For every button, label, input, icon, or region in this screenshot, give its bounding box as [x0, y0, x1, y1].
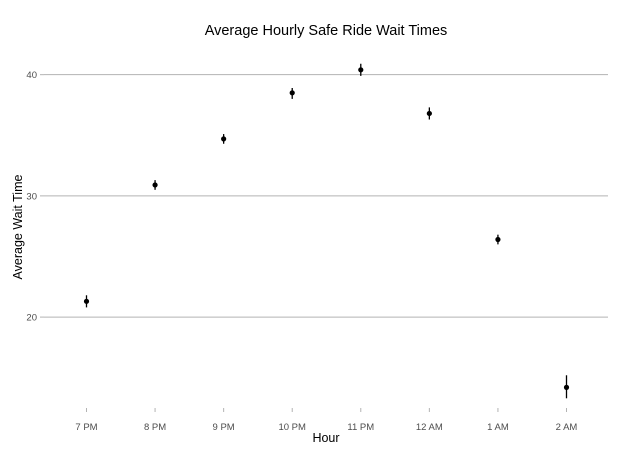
y-axis-ticks: 20 30 40 — [26, 70, 44, 324]
y-tick-label: 20 — [26, 313, 37, 324]
data-point — [563, 384, 570, 390]
x-axis-label: Hour — [312, 431, 339, 445]
data-point — [426, 110, 432, 117]
x-tick-label: 12 AM — [416, 422, 443, 433]
x-tick-label: 11 PM — [347, 422, 374, 433]
x-axis-ticks: 7 PM 8 PM 9 PM 10 PM 11 PM 12 AM 1 AM 2 AM — [75, 408, 577, 433]
x-tick-label: 2 AM — [556, 422, 578, 433]
gridlines — [44, 74, 608, 318]
x-tick-label: 1 AM — [487, 422, 509, 433]
data-point — [358, 67, 364, 73]
data-series — [83, 63, 570, 399]
x-tick-label: 8 PM — [144, 422, 166, 433]
chart-title: Average Hourly Safe Ride Wait Times — [205, 23, 448, 39]
data-point — [289, 90, 295, 96]
y-tick-label: 30 — [26, 191, 37, 202]
data-point — [221, 136, 227, 142]
data-point — [495, 236, 501, 243]
y-axis-label: Average Wait Time — [11, 175, 25, 280]
x-tick-label: 7 PM — [75, 422, 97, 433]
x-tick-label: 9 PM — [213, 422, 235, 433]
x-tick-label: 10 PM — [278, 422, 306, 433]
data-point — [152, 182, 158, 188]
y-tick-label: 40 — [26, 70, 37, 81]
data-point — [83, 298, 90, 304]
